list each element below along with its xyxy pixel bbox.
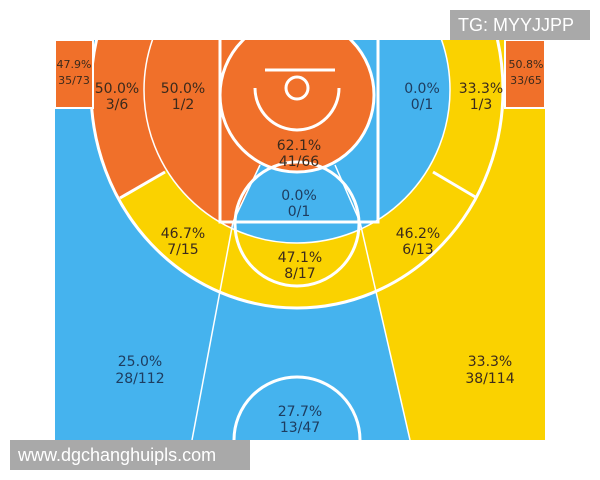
- zone-pct: 46.2%: [396, 226, 440, 242]
- restricted-arc: [253, 87, 341, 132]
- rim: [284, 75, 310, 101]
- zone-pct: 0.0%: [404, 81, 440, 97]
- zone-made: 33/65: [510, 74, 542, 87]
- zone-pct: 27.7%: [278, 404, 322, 420]
- zone-made: 0/1: [288, 204, 311, 220]
- lane-outline: [218, 40, 380, 224]
- divider: [432, 170, 478, 200]
- zone-pct: 47.1%: [278, 250, 322, 266]
- zone-pct: 50.0%: [161, 81, 205, 97]
- zone-pct: 33.3%: [468, 354, 512, 370]
- zone-made: 13/47: [280, 420, 320, 436]
- zone-pct: 50.0%: [95, 81, 139, 97]
- zone-pct: 33.3%: [459, 81, 503, 97]
- zone-made: 3/6: [106, 97, 129, 113]
- zone-made: 35/73: [58, 74, 90, 87]
- zone-pct: 25.0%: [118, 354, 162, 370]
- zone-made: 0/1: [411, 97, 434, 113]
- divider: [119, 170, 166, 200]
- divider: [232, 164, 261, 223]
- zone-left-corner: [55, 40, 94, 109]
- zone-pct: 50.8%: [509, 58, 544, 71]
- mid-range-line: [143, 40, 451, 244]
- zone-restricted: [220, 40, 374, 172]
- zone-pct: 47.9%: [57, 58, 92, 71]
- watermark-bottom: www.dgchanghuipls.com: [10, 440, 250, 470]
- zone-made: 7/15: [167, 242, 198, 258]
- zone-made: 8/17: [284, 266, 315, 282]
- zone-made: 1/2: [172, 97, 195, 113]
- zone-right-corner: [504, 40, 545, 109]
- restricted-circle: [218, 40, 376, 174]
- zone-made: 41/66: [279, 154, 319, 170]
- zone-pct: 62.1%: [277, 138, 321, 154]
- divider: [334, 164, 361, 223]
- free-throw-circle: [233, 160, 361, 288]
- divider: [359, 221, 411, 440]
- zone-pct: 0.0%: [281, 188, 317, 204]
- zone-made: 6/13: [402, 242, 433, 258]
- watermark-top: TG: MYYJJPP: [450, 10, 590, 40]
- zone-made: 38/114: [465, 371, 514, 387]
- center-circle: [232, 375, 362, 440]
- zone-pct: 46.7%: [161, 226, 205, 242]
- zone-made: 1/3: [470, 97, 493, 113]
- zone-made: 28/112: [115, 371, 164, 387]
- divider: [191, 221, 234, 440]
